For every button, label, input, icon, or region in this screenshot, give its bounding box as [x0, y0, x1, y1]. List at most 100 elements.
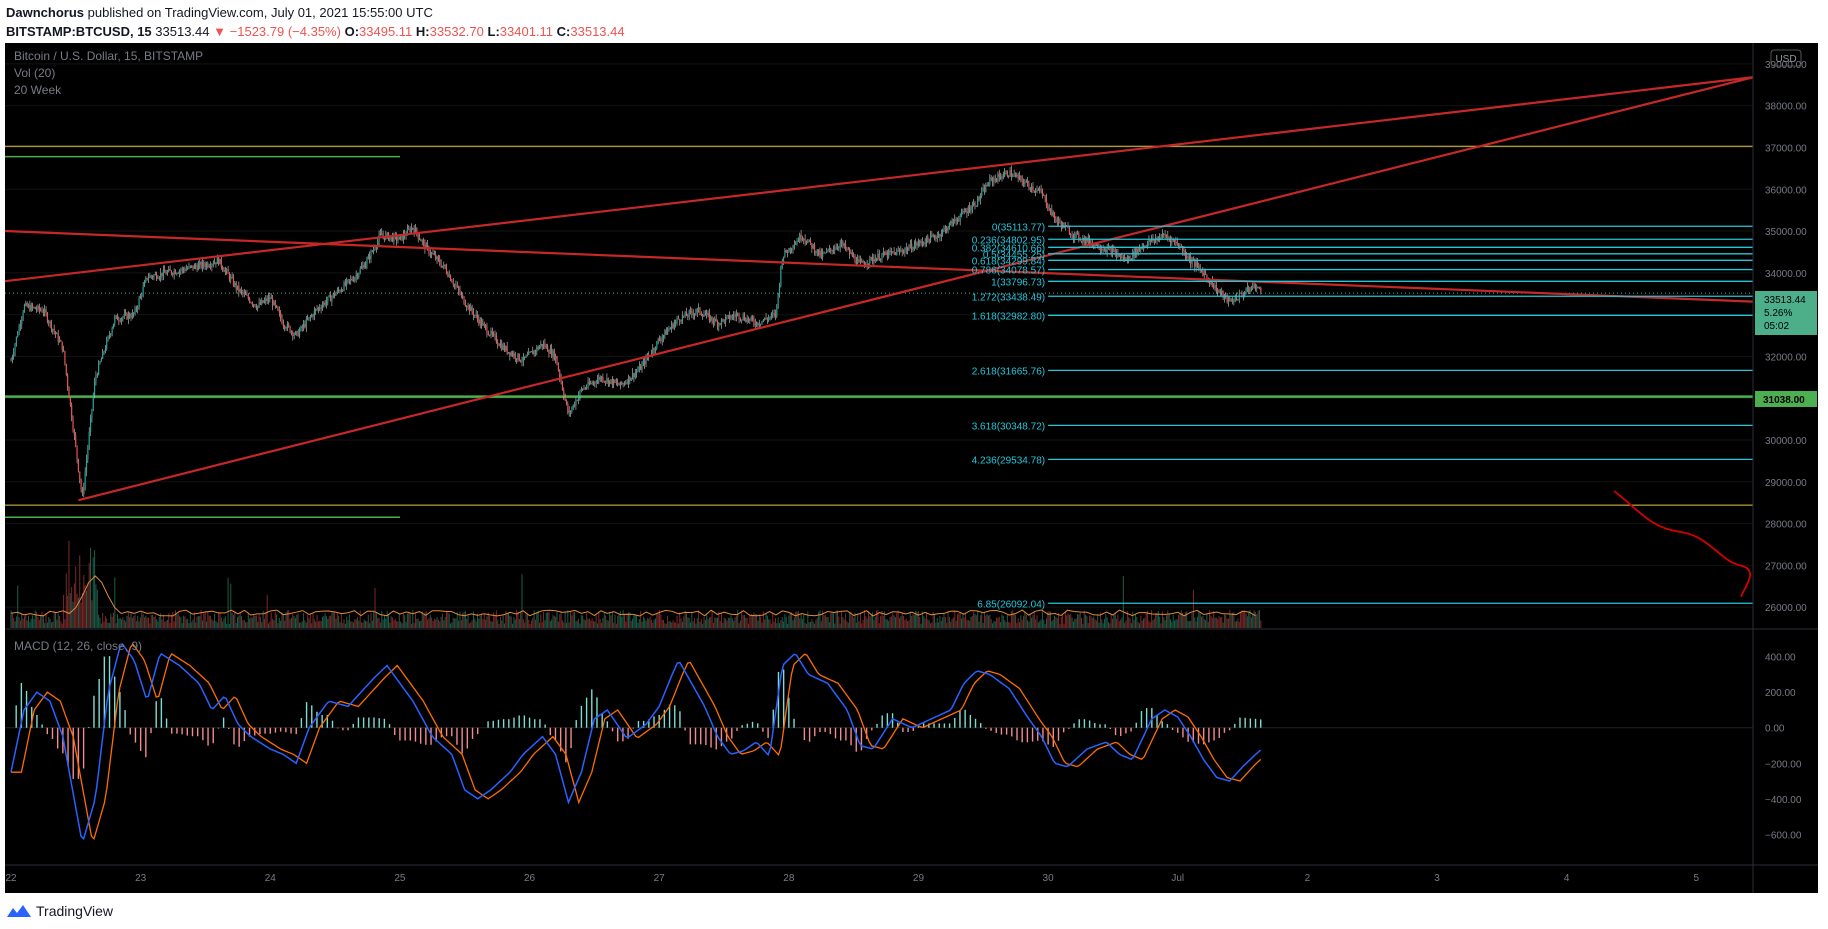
candle-body — [764, 317, 766, 321]
volume-bar — [659, 610, 661, 628]
volume-bar — [940, 620, 942, 628]
candle-body — [703, 315, 705, 317]
volume-bar — [556, 611, 558, 628]
volume-bar — [250, 617, 252, 628]
candle-body — [439, 259, 441, 264]
volume-bar — [1133, 620, 1135, 628]
macd-histogram-bar — [1094, 723, 1096, 728]
volume-bar — [445, 611, 447, 628]
volume-bar — [696, 618, 698, 628]
volume-bar — [517, 612, 519, 628]
candle-body — [704, 314, 706, 316]
volume-bar — [284, 620, 286, 628]
macd-histogram-bar — [549, 727, 552, 736]
author-name[interactable]: Dawnchorus — [6, 5, 85, 20]
macd-histogram-bar — [762, 727, 764, 732]
candle-body — [54, 331, 57, 335]
candle-body — [677, 318, 679, 320]
volume-bar — [253, 614, 255, 628]
candle-body — [507, 352, 510, 353]
volume-bar — [885, 619, 887, 628]
volume-bar — [518, 618, 520, 628]
candle-body — [838, 247, 840, 249]
footer-brand[interactable]: TradingView — [36, 903, 114, 919]
volume-bar — [774, 617, 776, 628]
volume-bar — [503, 623, 505, 628]
candle-body — [784, 250, 786, 257]
volume-bar — [126, 616, 128, 628]
volume-bar — [286, 610, 288, 628]
candle-body — [389, 237, 391, 241]
volume-bar — [290, 617, 292, 628]
volume-bar — [671, 622, 673, 628]
volume-bar — [1063, 623, 1065, 628]
volume-bar — [1040, 619, 1042, 628]
currency-badge-box[interactable] — [1770, 49, 1802, 67]
volume-bar — [1178, 614, 1180, 628]
volume-bar — [130, 611, 132, 628]
time-tick-label: 29 — [913, 873, 925, 884]
fib-level-label: 1.618(32982.80) — [972, 311, 1045, 322]
macd-histogram-bar — [326, 714, 329, 728]
volume-bar — [280, 620, 282, 628]
volume-bar — [975, 615, 977, 628]
volume-bar — [1087, 622, 1089, 628]
candle-body — [596, 379, 599, 384]
volume-bar — [1237, 618, 1239, 628]
candle-body — [382, 235, 384, 237]
candle-body — [111, 328, 113, 334]
candle-body — [1175, 241, 1177, 243]
macd-histogram-bar — [36, 714, 38, 728]
candle-body — [774, 313, 777, 317]
volume-bar — [400, 621, 402, 628]
macd-histogram-bar — [746, 723, 749, 728]
macd-histogram-bar — [186, 727, 189, 736]
macd-histogram-bar — [1078, 719, 1080, 728]
candle-body — [386, 233, 388, 235]
candle-body — [239, 289, 241, 292]
candle-body — [614, 379, 616, 383]
candle-body — [1039, 189, 1041, 191]
candle-body — [278, 310, 280, 313]
high-label: H: — [415, 24, 430, 39]
candle-body — [362, 265, 364, 267]
candle-body — [921, 241, 924, 244]
volume-bar — [1147, 610, 1149, 628]
candle-body — [422, 240, 425, 242]
candle-body — [1146, 242, 1149, 246]
volume-bar — [1067, 613, 1069, 628]
volume-bar — [1245, 613, 1247, 628]
candle-body — [284, 325, 286, 329]
volume-bar — [684, 610, 686, 628]
volume-bar — [499, 616, 501, 628]
volume-bar — [323, 616, 325, 628]
volume-bar — [487, 612, 489, 628]
candle-body — [842, 241, 844, 246]
candle-body — [199, 262, 201, 265]
volume-bar — [978, 621, 980, 628]
candle-body — [667, 330, 669, 335]
candle-body — [250, 302, 252, 304]
volume-bar — [77, 597, 79, 628]
tradingview-logo-icon[interactable] — [6, 904, 32, 918]
volume-bar — [1183, 615, 1185, 628]
currency-badge[interactable]: USD — [1775, 54, 1796, 65]
candle-body — [60, 340, 62, 342]
volume-bar — [17, 585, 19, 628]
candle-body — [1021, 177, 1023, 182]
chart-canvas[interactable]: 0(35113.77)0.236(34802.95)0.382(34610.66… — [0, 43, 1828, 895]
candle-body — [801, 239, 804, 241]
candle-body — [338, 289, 340, 291]
candle-body — [344, 282, 346, 286]
volume-bar — [398, 614, 400, 628]
macd-histogram-bar — [995, 727, 997, 733]
candle-body — [882, 251, 884, 255]
candle-body — [509, 352, 511, 356]
macd-histogram-bar — [243, 727, 246, 742]
candle-body — [927, 236, 929, 240]
macd-histogram-bar — [1260, 719, 1262, 728]
volume-bar — [956, 614, 958, 628]
candle-body — [974, 202, 976, 207]
candle-body — [912, 249, 914, 251]
volume-bar — [1210, 615, 1212, 628]
